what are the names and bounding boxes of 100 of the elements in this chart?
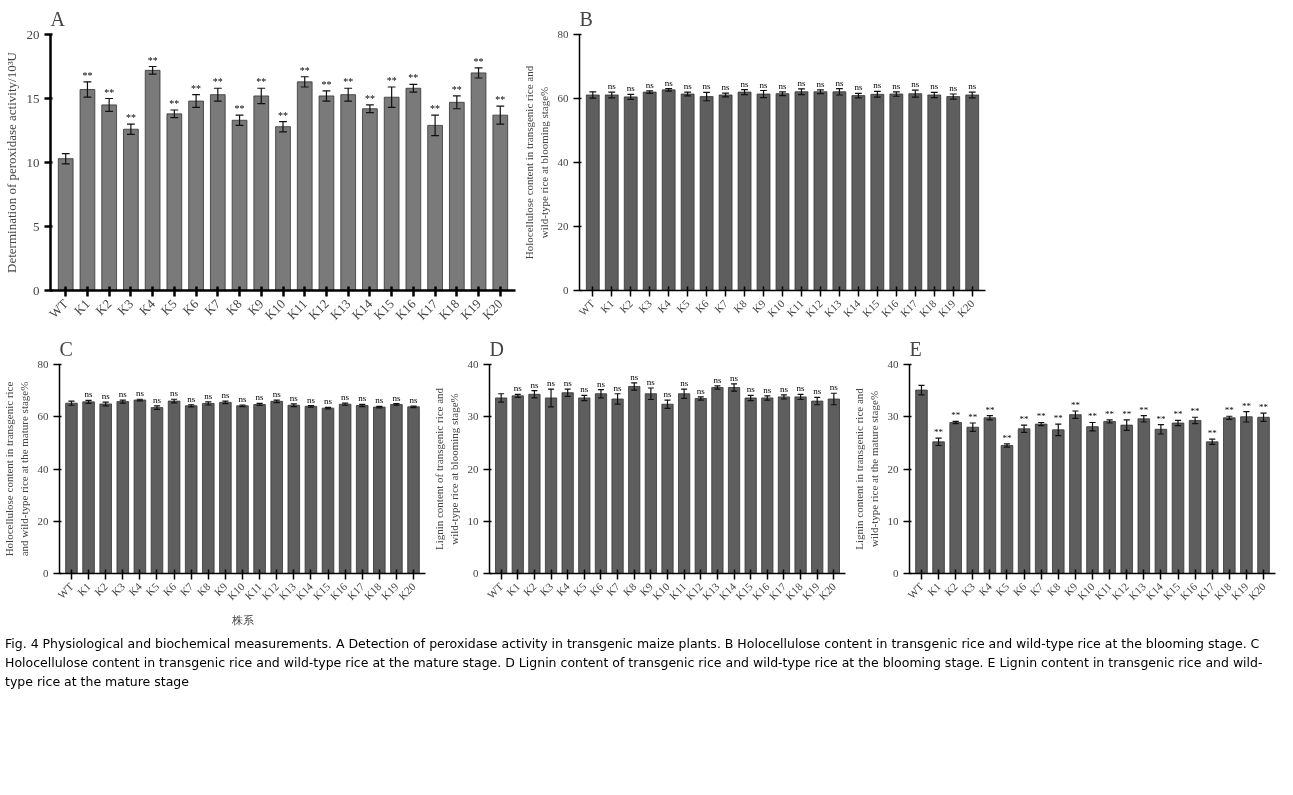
y-tick-label: 10 (26, 154, 40, 170)
chart-title: A (50, 7, 66, 30)
x-tick-label: K7 (1027, 579, 1046, 599)
y-tick-label: 60 (37, 410, 49, 423)
bar (338, 403, 352, 574)
y-axis-title: Lignin content of transgenic rice and wild-type rice at blooming stage% (433, 387, 460, 551)
annotation: ns (607, 81, 617, 92)
bar (362, 108, 378, 291)
annotation: ns (713, 374, 722, 385)
annotation: ns (645, 79, 655, 90)
annotation: ns (696, 385, 706, 396)
bar (1086, 426, 1099, 574)
y-tick-label: 0 (473, 567, 479, 579)
bar (1069, 414, 1082, 574)
y-tick-label: 0 (43, 567, 49, 579)
annotation: ns (135, 388, 145, 399)
x-tick-label: K3 (635, 296, 655, 316)
annotation: ns (289, 392, 299, 403)
x-tick-label: K7 (201, 295, 224, 319)
annotation: ** (968, 412, 978, 423)
caption: Fig. 4 Physiological and biochemical measurements. A Detection of peroxidase activity in transgenic maize plants. B Holocellulose content in transgenic rice and wild-type rice at the blooming stage. C Holocellulose content in transgenic rice and wild-type rice at the mature stage. D Lignin content of transgenic rice and wild-type rice at the blooming stage. E Lignin content in transgenic rice and wild-type rice at the mature stage (5, 635, 1264, 691)
bar (275, 126, 291, 291)
annotation: ns (221, 390, 230, 401)
x-tick-label: K8 (223, 296, 245, 319)
x-tick-label: K8 (730, 296, 750, 316)
bar (373, 406, 386, 574)
annotation: ** (1002, 432, 1012, 443)
bar (383, 96, 400, 291)
annotation: ns (152, 394, 162, 405)
annotation: ** (1207, 428, 1218, 439)
y-tick-label: 80 (37, 358, 49, 370)
annotation: ns (324, 396, 333, 407)
bar (1240, 416, 1253, 574)
annotation: ns (101, 391, 111, 402)
annotation: ** (1156, 413, 1166, 424)
bar (287, 404, 301, 574)
bar (427, 124, 443, 291)
x-tick-label: K5 (143, 579, 162, 599)
annotation: ns (613, 382, 623, 393)
x-tick-label: K5 (673, 296, 693, 316)
x-tick-label: K4 (976, 579, 995, 599)
bar (915, 389, 928, 574)
x-tick-label: K8 (194, 579, 213, 599)
bar (492, 114, 509, 291)
annotation: ** (473, 55, 484, 67)
y-tick-label: 10 (467, 514, 479, 527)
annotation: ns (796, 383, 806, 394)
bar (1154, 428, 1168, 574)
x-tick-label: K1 (598, 297, 616, 316)
x-tick-label: K4 (654, 296, 674, 316)
x-tick-label: K8 (620, 579, 639, 599)
annotation: ns (409, 395, 419, 406)
annotation: ns (596, 378, 606, 389)
x-tick-label: K2 (520, 580, 539, 599)
bar (983, 417, 997, 574)
x-tick-label: WT (484, 580, 506, 601)
x-tick-label: K2 (941, 580, 960, 599)
annotation: ns (730, 372, 739, 383)
y-tick-label: 20 (467, 462, 479, 475)
annotation: ns (779, 383, 789, 394)
x-tick-label: K4 (136, 295, 159, 319)
annotation: ns (530, 379, 539, 390)
bar (1017, 428, 1031, 574)
annotation: ns (204, 390, 213, 401)
annotation: ** (82, 69, 93, 81)
x-tick-label: WT (576, 297, 598, 318)
x-tick-label: K3 (959, 579, 978, 599)
annotation: ** (985, 404, 995, 415)
annotation: ** (191, 82, 202, 94)
bar (1257, 416, 1270, 574)
x-tick-label: K4 (126, 579, 145, 599)
bar (932, 441, 945, 574)
y-tick-label: 15 (26, 90, 40, 106)
chart-title: D (489, 337, 504, 360)
annotation: ** (1139, 404, 1149, 415)
annotation: ** (104, 86, 115, 98)
bar (99, 403, 112, 574)
x-tick-label: WT (905, 580, 926, 601)
annotation: ns (683, 81, 693, 92)
bar (184, 405, 198, 574)
bar (188, 100, 204, 291)
y-tick-label: 0 (893, 567, 899, 579)
bar (133, 399, 147, 574)
annotation: ns (626, 83, 636, 94)
x-tick-label: K3 (537, 579, 556, 599)
x-tick-label: K6 (1010, 579, 1029, 599)
y-tick-label: 30 (467, 410, 479, 423)
bar (1052, 429, 1065, 574)
x-tick-label: K2 (616, 297, 635, 316)
annotation: ** (1088, 411, 1098, 422)
y-tick-label: 20 (26, 26, 40, 42)
annotation: ns (255, 392, 265, 403)
annotation: ns (930, 81, 939, 92)
bar (82, 401, 95, 574)
y-tick-label: 20 (887, 462, 899, 475)
bar (1223, 417, 1236, 574)
bar (101, 104, 117, 291)
annotation: ns (835, 77, 844, 88)
bar (949, 422, 962, 574)
x-tick-label: K1 (74, 580, 93, 599)
